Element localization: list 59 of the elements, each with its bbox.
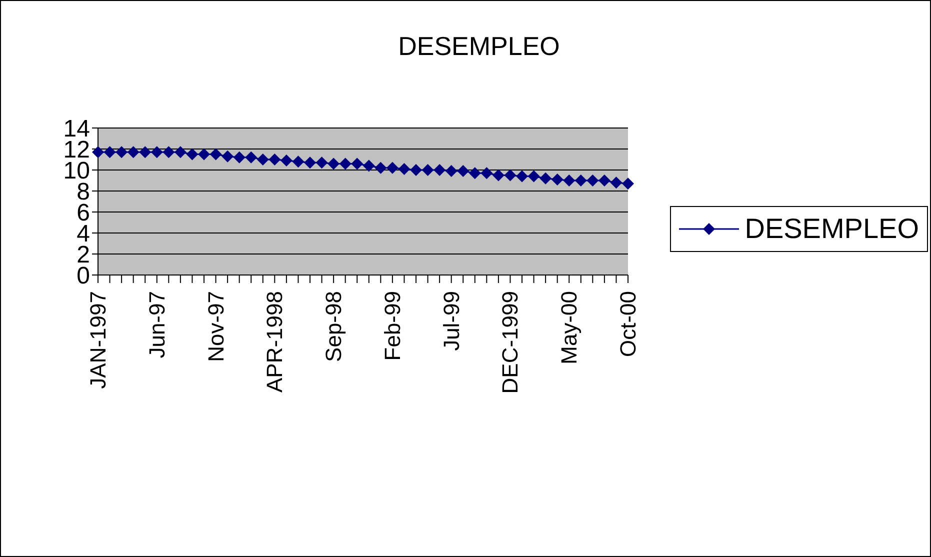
point [362,160,375,172]
point [92,146,104,158]
point [610,176,622,189]
point [304,156,316,169]
point [174,146,186,158]
point [422,164,434,176]
point [339,158,352,170]
x-tick-label: May-00 [556,291,582,364]
x-tick-label: Jun-97 [144,291,170,358]
point [398,162,410,175]
point [198,148,210,160]
x-tick-label: APR-1998 [262,291,288,393]
point [574,174,587,186]
x-tick-label: DEC-1999 [498,291,523,394]
legend-label: DESEMPLEO [744,213,919,245]
point [245,151,258,164]
point [316,156,328,169]
point [116,146,128,158]
point [528,170,540,182]
point [256,154,269,166]
point [386,162,398,174]
point [150,146,163,158]
point [504,169,516,182]
x-tick-label: Feb-99 [380,291,405,361]
point [139,146,152,158]
point [374,162,387,174]
point [457,165,470,178]
x-tick-label: JAN-1997 [86,291,110,389]
chart-title: DESEMPLEO [397,31,561,62]
x-tick-label: Nov-97 [203,291,228,362]
point [233,151,246,164]
x-tick-label: Jul-99 [438,291,464,351]
point [434,164,446,176]
point [622,178,634,190]
point [292,156,304,168]
point [563,174,576,186]
point [540,172,552,184]
x-tick-label: Oct-00 [616,291,640,358]
point [222,150,234,162]
point [480,167,493,180]
point [328,158,340,170]
point [210,148,222,160]
point [268,154,281,166]
point [445,165,458,178]
point [104,146,116,158]
point [127,146,140,158]
point [468,167,481,180]
point [280,154,292,167]
point [551,173,564,186]
y-tick-label: 0 [76,262,90,290]
point [586,174,599,186]
point [351,158,364,170]
point [492,169,504,182]
point [598,174,610,186]
x-tick-label: Sep-98 [321,291,346,362]
point [410,164,422,176]
point [186,148,198,160]
point [162,146,175,158]
point [516,170,528,182]
